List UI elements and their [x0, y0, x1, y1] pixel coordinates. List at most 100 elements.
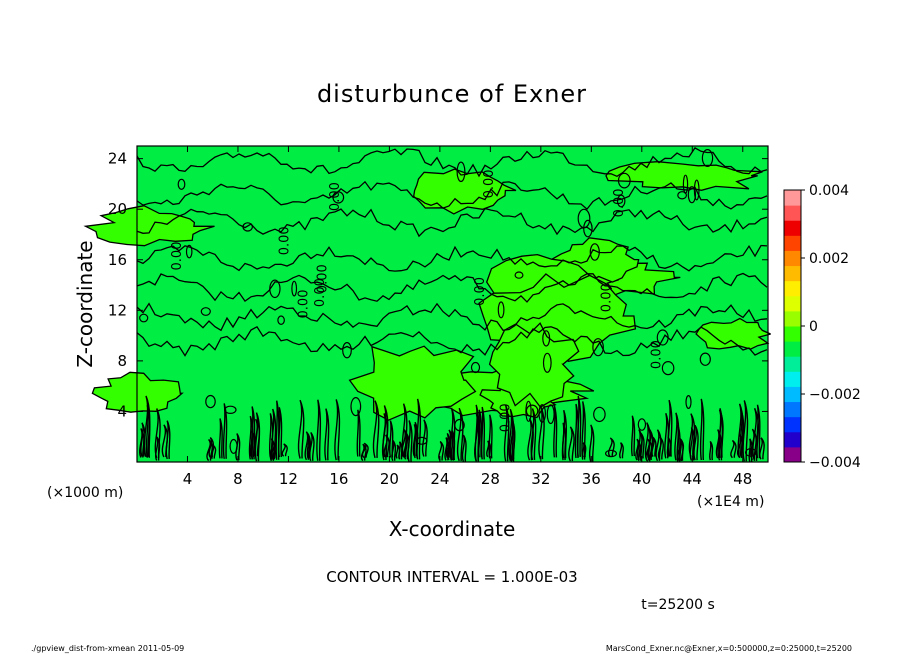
contour-line [445, 432, 451, 458]
contour-loop [415, 436, 428, 445]
contour-loop [593, 406, 606, 423]
colorbar-swatch [784, 250, 801, 267]
contour-line [388, 420, 394, 458]
footer-left: ./gpview_dist-from-xmean 2011-05-09 [31, 644, 184, 653]
contour-line [316, 399, 322, 461]
x-tick-label: 48 [733, 470, 752, 488]
contour-line [503, 404, 510, 462]
contour-line [699, 398, 705, 461]
contour-line [645, 438, 653, 462]
contour-line [588, 424, 595, 462]
x-tick-label: 4 [183, 470, 193, 488]
contour-line [136, 272, 768, 303]
contour-loop [616, 194, 626, 208]
x-tick-label: 16 [329, 470, 348, 488]
contour-line [421, 419, 428, 457]
contour-line [456, 407, 464, 462]
colorbar-swatch [784, 401, 801, 418]
colorbar-tick-label: −0.004 [809, 455, 861, 471]
y-axis-label: Z-coordinate [73, 240, 97, 367]
contour-line [136, 207, 768, 238]
contour-loop [342, 342, 352, 359]
contour-line [254, 412, 261, 462]
contour-line [161, 424, 169, 458]
colorbar-swatch [784, 265, 801, 282]
contour-loop [185, 244, 193, 259]
contour-line [581, 401, 586, 460]
time-text: t=25200 s [641, 597, 715, 613]
plot-frame [136, 145, 769, 463]
contour-loop [242, 222, 253, 232]
contour-line [334, 399, 341, 461]
contour-loop [224, 405, 237, 414]
contour-line [136, 147, 768, 178]
y-tick-label: 8 [117, 352, 127, 370]
contour-line [143, 395, 151, 458]
contour-line [530, 408, 537, 461]
contour-label: 0.00 [473, 277, 488, 306]
contour-lines [136, 147, 768, 463]
x-tick-label: 8 [233, 470, 243, 488]
contour-line [438, 440, 445, 461]
contour-line [356, 409, 361, 457]
contour-line [281, 443, 288, 457]
contour-line [145, 405, 151, 458]
colorbar-swatch [784, 341, 801, 357]
contour-line [391, 439, 397, 462]
contour-line [398, 441, 403, 460]
contour-loop [604, 449, 617, 458]
contour-line [372, 400, 380, 459]
contour-line [413, 421, 419, 459]
x-tick-label: 32 [531, 470, 550, 488]
colorbar-swatch [784, 220, 801, 236]
colorbar-swatch [784, 371, 801, 387]
contour-loop [589, 243, 600, 261]
colorbar-swatch [784, 235, 801, 251]
colorbar-swatch [784, 280, 801, 297]
contour-loop [525, 400, 532, 422]
colorbar-ticks: 0.004 0.002 0 −0.002 −0.004 [801, 183, 861, 471]
contour-line [383, 434, 390, 458]
y-tick-label: 20 [108, 200, 127, 218]
x-tick-label: 20 [380, 470, 399, 488]
contour-line [235, 433, 241, 461]
contour-line [218, 418, 223, 459]
contour-line [756, 404, 761, 459]
x-tick-label: 44 [683, 470, 702, 488]
contour-line [509, 417, 516, 463]
colorbar-tick-label: 0.002 [809, 251, 849, 267]
contour-line [486, 440, 492, 458]
contour-loop [229, 438, 238, 454]
contour-line [324, 408, 330, 461]
colorbar-swatch [784, 326, 801, 342]
contour-line [737, 403, 744, 459]
contour-line [381, 413, 389, 461]
contour-line [139, 428, 145, 458]
contour-labels: 0.000.000.00 0.000.000.000.000.000.000.00… [170, 169, 665, 432]
positive-region [695, 317, 771, 350]
x-tick-label: 24 [430, 470, 449, 488]
contour-line [136, 302, 768, 332]
contour-loop [538, 404, 547, 423]
colorbar-swatch [784, 431, 801, 448]
colorbar-swatch [784, 205, 801, 221]
contour-line [581, 442, 587, 458]
contour-loop [470, 361, 481, 374]
contour-line [308, 431, 315, 462]
contour-loop [542, 352, 552, 373]
contour-label: 0.00 [315, 264, 330, 293]
contour-line [206, 438, 214, 462]
contour-loop [497, 301, 505, 319]
contour-line [412, 424, 418, 457]
x-tick-label: 36 [582, 470, 601, 488]
contour-label: 0.00 [498, 403, 513, 432]
contour-line [607, 437, 615, 458]
contour-line [677, 437, 685, 462]
contour-label: 0.00 [599, 283, 614, 312]
contour-label: 0.00 [650, 340, 665, 369]
contour-line [739, 409, 745, 457]
contour-loop [583, 219, 593, 238]
contour-loop [350, 397, 362, 417]
contour-line [619, 442, 624, 459]
contour-label: 0.00 [482, 169, 497, 198]
